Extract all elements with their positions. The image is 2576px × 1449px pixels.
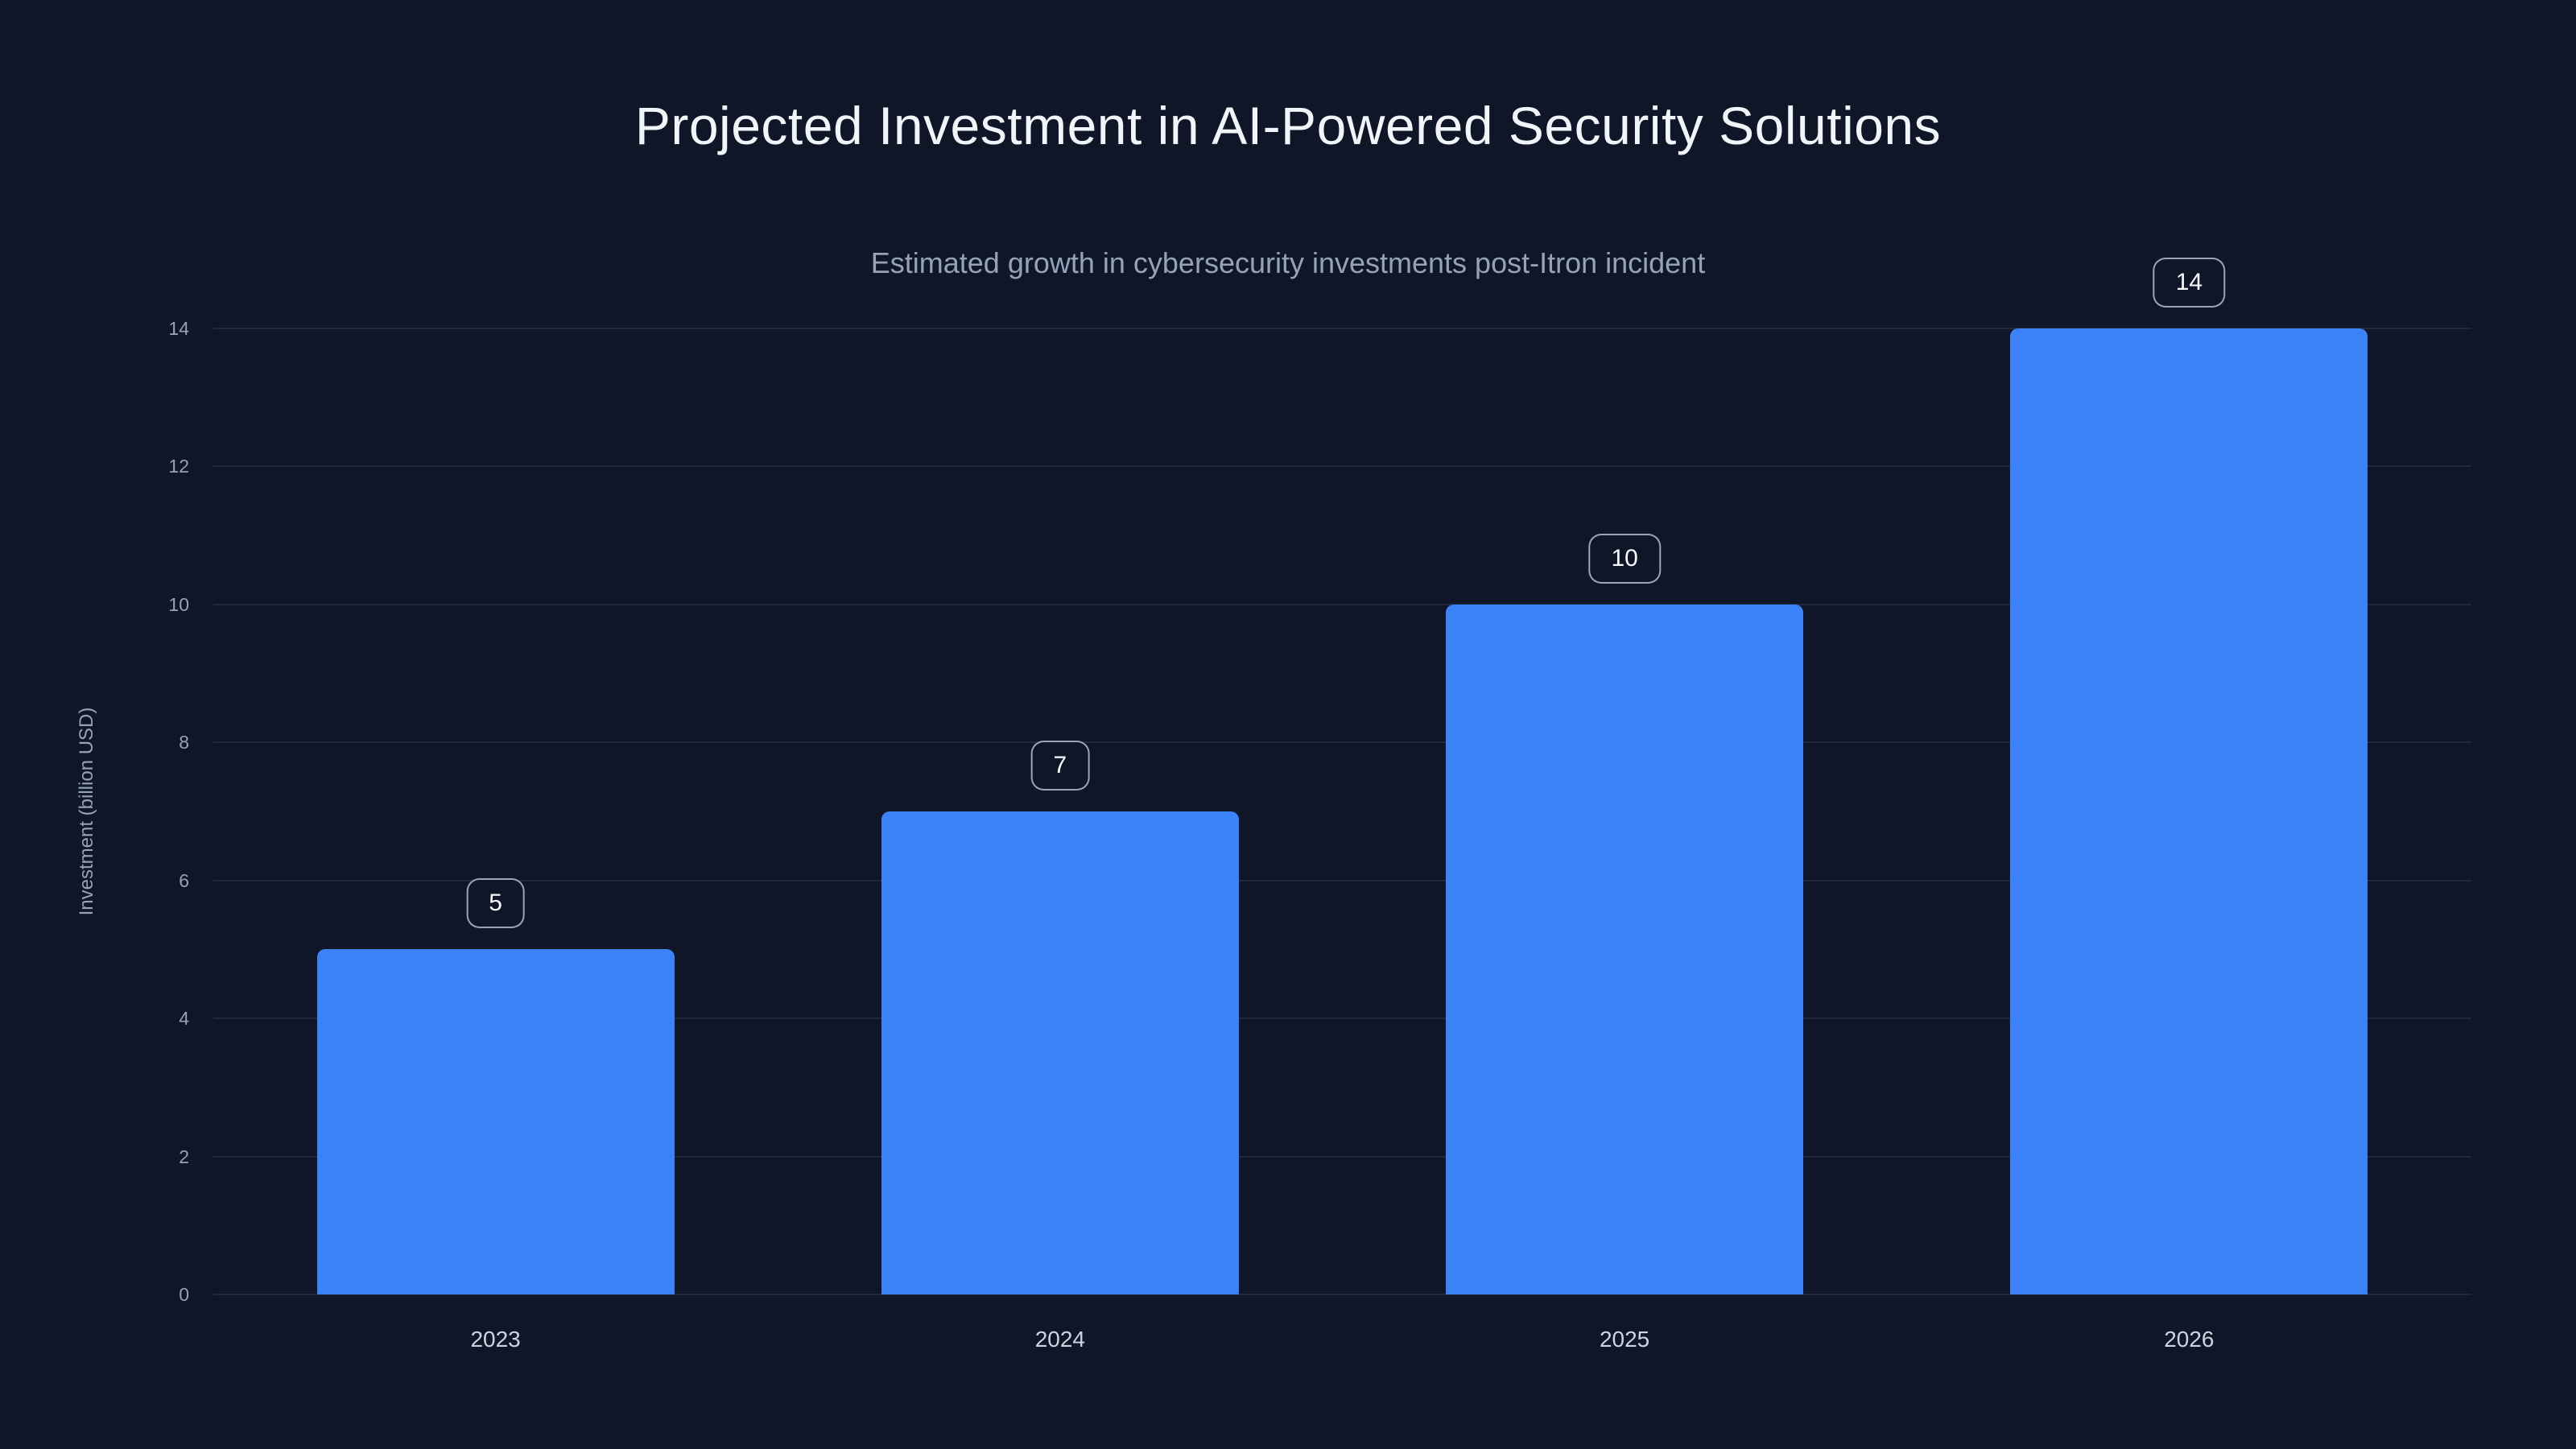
- y-tick-label-10: 10: [168, 593, 189, 615]
- y-tick-label-2: 2: [179, 1146, 189, 1167]
- gridline-12: [213, 465, 2471, 468]
- gridline-14: [213, 328, 2471, 329]
- value-badge-2024: 7: [1030, 741, 1090, 791]
- y-axis-title: Investment (billion USD): [76, 707, 97, 916]
- gridline-10: [213, 603, 2471, 605]
- bar-2023: [316, 949, 675, 1294]
- x-tick-label-2025: 2025: [1599, 1327, 1650, 1352]
- y-tick-label-8: 8: [179, 732, 189, 753]
- x-tick-label-2024: 2024: [1034, 1327, 1086, 1352]
- x-tick-label-2023: 2023: [470, 1327, 521, 1352]
- y-tick-label-12: 12: [168, 456, 189, 477]
- y-tick-label-14: 14: [168, 318, 189, 339]
- page-title: Projected Investment in AI-Powered Secur…: [634, 96, 1942, 155]
- bar-2026: [2010, 328, 2368, 1294]
- gridline-6: [213, 879, 2471, 881]
- gridline-2: [213, 1155, 2471, 1158]
- gridline-8: [213, 741, 2471, 744]
- y-tick-label-4: 4: [179, 1008, 189, 1030]
- value-badge-2025: 10: [1588, 533, 1661, 584]
- bar-2024: [881, 811, 1239, 1294]
- x-tick-label-2026: 2026: [2164, 1327, 2215, 1352]
- value-badge-2023: 5: [466, 878, 525, 929]
- y-tick-label-6: 6: [179, 869, 189, 891]
- gridline-0: [213, 1294, 2471, 1295]
- y-tick-label-0: 0: [179, 1284, 189, 1305]
- page-subtitle: Estimated growth in cybersecurity invest…: [870, 246, 1706, 279]
- value-badge-2026: 14: [2153, 258, 2226, 308]
- bar-2025: [1446, 604, 1804, 1294]
- gridline-4: [213, 1018, 2471, 1020]
